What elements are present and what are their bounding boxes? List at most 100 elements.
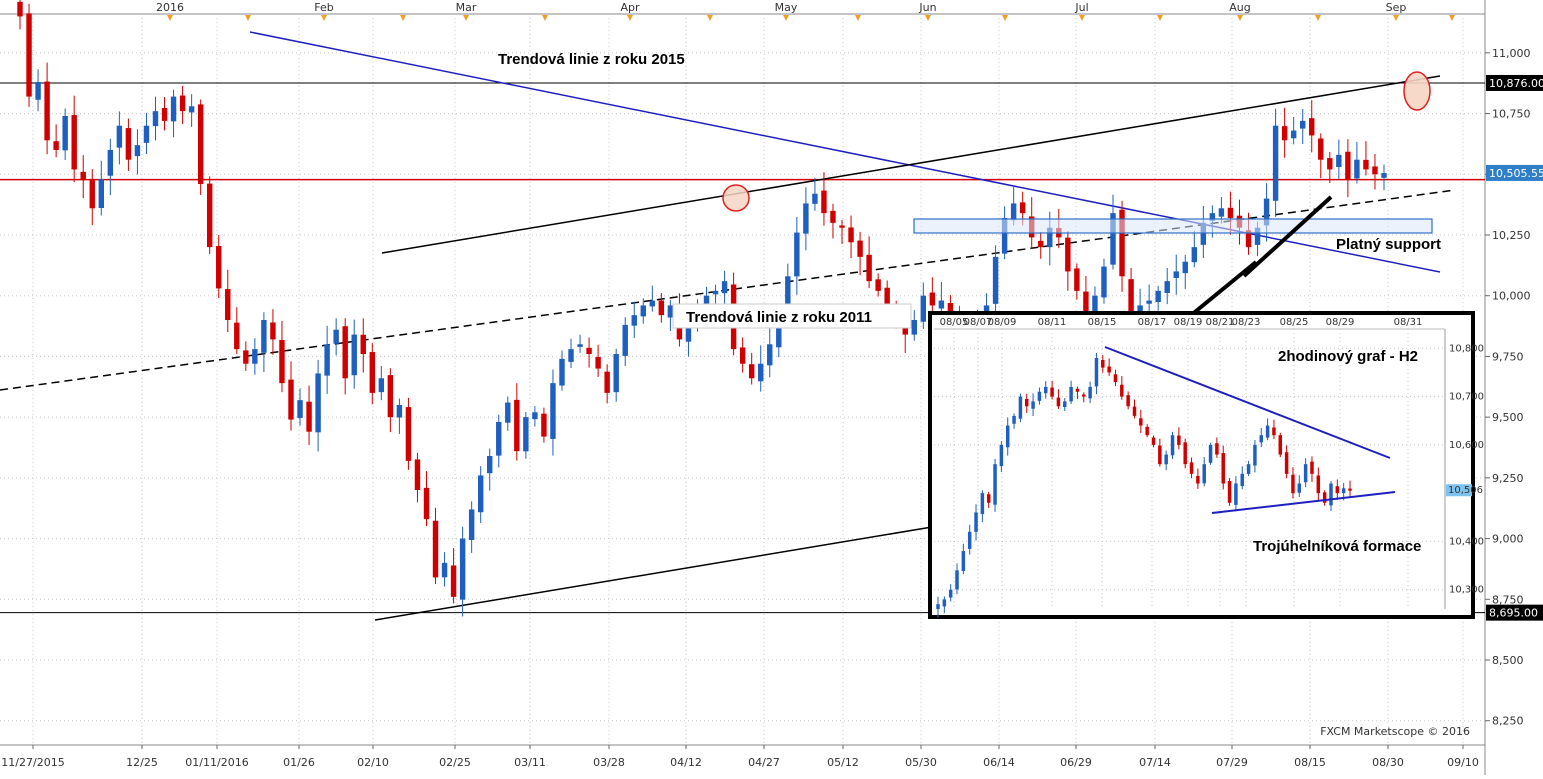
inset-candle-bearish <box>1177 435 1181 445</box>
inset-x-tick-label: 08/23 <box>1232 317 1261 328</box>
y-tick-label: 8,500 <box>1492 654 1524 667</box>
inset-candle-bullish <box>1018 396 1023 419</box>
candle-bullish <box>297 400 303 418</box>
candle-bullish <box>107 150 114 176</box>
overlays <box>722 71 1433 318</box>
inset-candle-bullish <box>999 444 1004 467</box>
candle-bearish <box>1065 237 1071 272</box>
candle-bullish <box>170 96 177 122</box>
y-tick-label: 9,750 <box>1492 350 1524 363</box>
price-tag-label: 10,876.00 <box>1489 77 1543 90</box>
candle-bullish <box>496 422 502 456</box>
inset-candle-bullish <box>1044 386 1048 394</box>
candle-bullish <box>1191 247 1198 263</box>
candle-bearish <box>595 357 601 369</box>
candle-bearish <box>541 413 547 437</box>
candle-bullish <box>459 538 466 600</box>
period-marker <box>400 15 406 21</box>
candle-bullish <box>794 232 800 277</box>
candle-bearish <box>929 292 936 306</box>
candle-bearish <box>1128 279 1134 316</box>
thick-arrow-line-1 <box>1188 260 1258 318</box>
candle-bullish <box>523 417 529 452</box>
candle-bullish <box>721 281 728 294</box>
inset-candle-bullish <box>1005 425 1010 448</box>
candle-bullish <box>1290 130 1297 139</box>
annotation-trendline-2011-box <box>672 303 912 329</box>
candle-bearish <box>1281 126 1288 141</box>
candle-bullish <box>577 344 583 347</box>
annotation-trendline-2015: Trendová linie z roku 2015 <box>498 51 685 68</box>
inset-candle-bullish <box>980 493 985 515</box>
month-marker <box>321 15 327 21</box>
candle-bearish <box>432 520 439 578</box>
candle-bearish <box>44 81 50 141</box>
inset-price-tag-label: 10,506 <box>1448 485 1483 496</box>
candle-bullish <box>712 290 719 295</box>
inset-candle-bullish <box>1202 464 1206 484</box>
inset-candle-bearish <box>1272 427 1276 436</box>
inset-candle-bullish <box>1208 444 1213 463</box>
candle-bearish <box>1038 240 1044 248</box>
inset-x-tick-label: 08/11 <box>1038 317 1067 328</box>
inset-candle-bullish <box>1253 444 1257 466</box>
top-month-label: Feb <box>314 1 333 14</box>
candle-bullish <box>487 456 493 474</box>
candle-bearish <box>839 225 845 228</box>
inset-candle-bullish <box>1240 473 1244 487</box>
x-tick-label: 05/12 <box>827 756 859 769</box>
inset-candle-bearish <box>1348 488 1352 491</box>
candle-bullish <box>803 203 809 234</box>
x-tick-label: 09/10 <box>1447 756 1479 769</box>
candle-bearish <box>1309 118 1315 136</box>
candle-bearish <box>243 350 249 364</box>
candle-bearish <box>604 371 610 393</box>
inset-candle-bearish <box>1278 435 1283 455</box>
candle-bearish <box>821 190 827 214</box>
inset-candle-bearish <box>1139 418 1143 426</box>
inset-x-tick-label: 08/29 <box>1326 317 1355 328</box>
inset-candle-bearish <box>1056 397 1061 407</box>
period-marker <box>855 15 861 21</box>
candle-bullish <box>324 344 330 376</box>
candle-bearish <box>658 300 665 316</box>
candle-bullish <box>559 358 565 386</box>
inset-title: 2hodinový graf - H2 <box>1278 348 1418 365</box>
candle-bearish <box>405 407 412 461</box>
candle-bullish <box>188 106 195 113</box>
candle-bearish <box>1372 166 1378 175</box>
inset-candle-bearish <box>1158 445 1162 465</box>
month-marker <box>167 15 173 21</box>
top-month-label: Jul <box>1074 1 1088 14</box>
y-tick-label: 10,000 <box>1492 290 1531 303</box>
candle-bearish <box>225 289 231 320</box>
candle-bearish <box>875 279 881 291</box>
candle-bearish <box>884 287 890 311</box>
candle-bearish <box>848 227 854 243</box>
candle-bearish <box>414 459 421 490</box>
candle-bearish <box>279 340 285 384</box>
top-month-label: Sep <box>1386 1 1407 14</box>
candle-bullish <box>938 300 945 309</box>
candle-bullish <box>152 111 159 127</box>
candle-bearish <box>17 1 23 17</box>
candle-bearish <box>739 347 746 364</box>
inset-candle-bearish <box>1132 406 1137 416</box>
candle-bearish <box>1318 138 1324 160</box>
month-marker <box>1393 15 1399 21</box>
inset-candle-bearish <box>1196 475 1200 484</box>
inset-candle-bullish <box>955 570 959 590</box>
candle-bullish <box>649 300 656 307</box>
inset-candle-bullish <box>948 589 953 598</box>
candle-bearish <box>450 565 457 597</box>
candle-bearish <box>830 210 836 223</box>
y-tick-label: 9,250 <box>1492 472 1524 485</box>
candle-bullish <box>1092 295 1098 317</box>
top-month-axis: 2016 Feb Mar Apr May Jun Jul Aug Sep <box>156 1 1455 21</box>
inset-triangle-upper <box>1104 346 1391 459</box>
candle-bullish <box>758 363 764 382</box>
inset-x-tick-label: 08/31 <box>1394 317 1423 328</box>
candle-bullish <box>812 193 818 204</box>
inset-price-tag-box <box>1446 484 1472 497</box>
inset-candle-bullish <box>1329 483 1333 506</box>
